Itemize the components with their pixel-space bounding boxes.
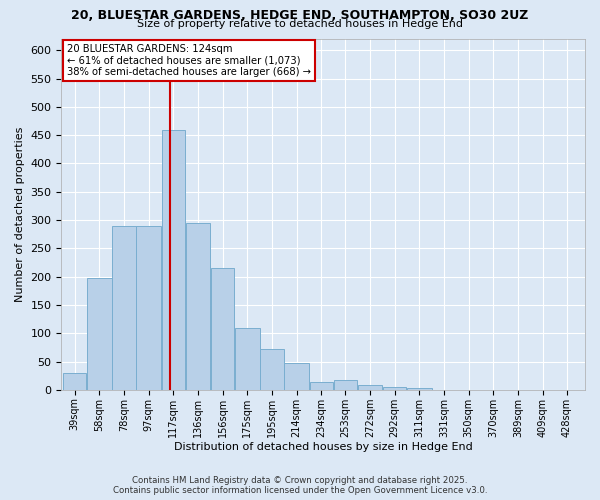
Bar	[310, 382, 333, 390]
Bar	[161, 130, 185, 390]
Bar	[383, 387, 406, 390]
Text: Size of property relative to detached houses in Hedge End: Size of property relative to detached ho…	[137, 19, 463, 29]
Bar	[63, 373, 86, 390]
Bar	[358, 386, 382, 390]
Bar	[211, 268, 235, 390]
Bar	[407, 388, 432, 390]
Text: Contains HM Land Registry data © Crown copyright and database right 2025.
Contai: Contains HM Land Registry data © Crown c…	[113, 476, 487, 495]
Bar	[260, 348, 284, 390]
Text: 20, BLUESTAR GARDENS, HEDGE END, SOUTHAMPTON, SO30 2UZ: 20, BLUESTAR GARDENS, HEDGE END, SOUTHAM…	[71, 9, 529, 22]
Bar	[136, 226, 161, 390]
Bar	[112, 226, 136, 390]
Bar	[334, 380, 357, 390]
X-axis label: Distribution of detached houses by size in Hedge End: Distribution of detached houses by size …	[174, 442, 473, 452]
Text: 20 BLUESTAR GARDENS: 124sqm
← 61% of detached houses are smaller (1,073)
38% of : 20 BLUESTAR GARDENS: 124sqm ← 61% of det…	[67, 44, 311, 78]
Bar	[284, 363, 309, 390]
Y-axis label: Number of detached properties: Number of detached properties	[15, 126, 25, 302]
Bar	[87, 278, 112, 390]
Bar	[235, 328, 260, 390]
Bar	[185, 223, 211, 390]
